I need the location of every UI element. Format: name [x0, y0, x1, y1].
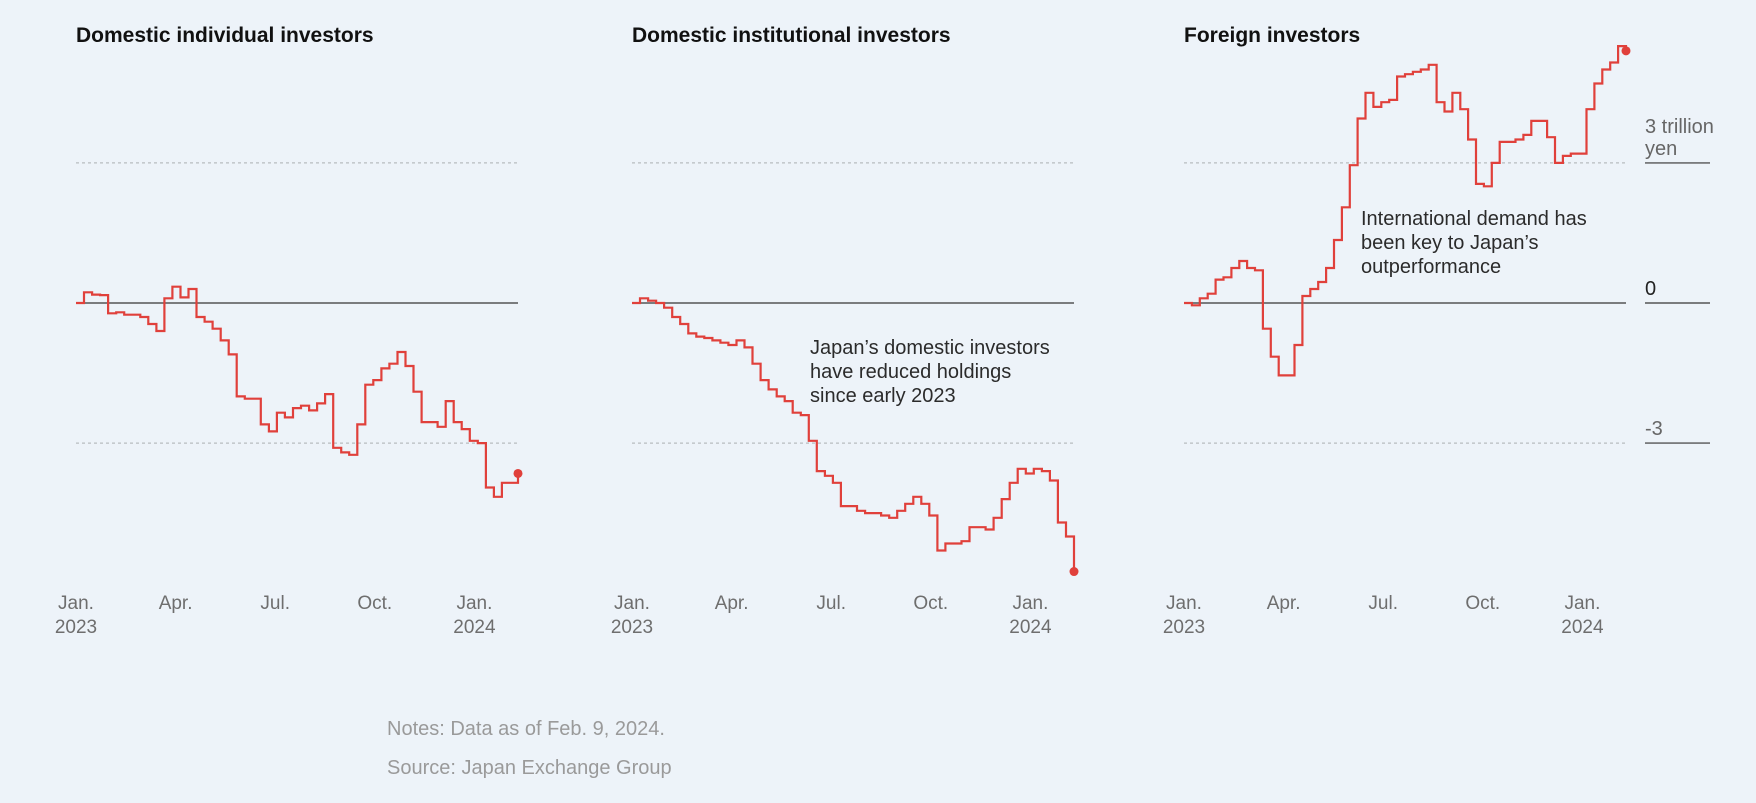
annotation-line-foreign: been key to Japan’s — [1361, 232, 1539, 254]
x-tick-year-label: 2024 — [1561, 617, 1604, 638]
series-endpoint-foreign — [1621, 46, 1631, 56]
series-line-foreign — [1184, 45, 1628, 377]
y-axis-label: 3 trillion — [1645, 116, 1714, 138]
panel-title-foreign: Foreign investors — [1184, 24, 1360, 47]
x-tick-year-label: 2023 — [55, 617, 97, 638]
x-tick-year-label: 2024 — [453, 617, 496, 638]
x-tick-label: Oct. — [357, 593, 392, 614]
x-tick-label: Jul. — [260, 593, 290, 614]
panel-title-institutional: Domestic institutional investors — [632, 24, 951, 47]
x-tick-label: Jan. — [1564, 593, 1600, 614]
x-tick-label: Jan. — [1012, 593, 1048, 614]
x-tick-label: Jan. — [614, 593, 650, 614]
annotation-line-foreign: outperformance — [1361, 256, 1501, 278]
x-tick-label: Oct. — [1465, 593, 1500, 614]
panel-title-individual: Domestic individual investors — [76, 24, 374, 47]
x-tick-label: Jul. — [816, 593, 846, 614]
chart-notes: Notes: Data as of Feb. 9, 2024. — [387, 718, 665, 740]
x-tick-label: Apr. — [1267, 593, 1301, 614]
y-axis-label: -3 — [1645, 418, 1663, 440]
x-tick-label: Apr. — [715, 593, 749, 614]
series-line-institutional — [632, 297, 1076, 572]
chart-source: Source: Japan Exchange Group — [387, 757, 672, 779]
x-tick-year-label: 2024 — [1009, 617, 1052, 638]
x-tick-label: Jan. — [1166, 593, 1202, 614]
series-endpoint-institutional — [1069, 567, 1079, 577]
annotation-line-institutional: since early 2023 — [810, 385, 956, 407]
x-tick-label: Jan. — [58, 593, 94, 614]
y-axis-label: 0 — [1645, 278, 1656, 300]
x-tick-year-label: 2023 — [1163, 617, 1205, 638]
x-tick-year-label: 2023 — [611, 617, 653, 638]
series-line-individual — [76, 285, 520, 498]
annotation-line-institutional: have reduced holdings — [810, 361, 1011, 383]
series-endpoint-individual — [513, 468, 523, 478]
x-tick-label: Jan. — [456, 593, 492, 614]
x-tick-label: Oct. — [913, 593, 948, 614]
x-tick-label: Jul. — [1368, 593, 1398, 614]
y-axis-label: yen — [1645, 138, 1677, 160]
x-tick-label: Apr. — [159, 593, 193, 614]
annotation-line-foreign: International demand has — [1361, 208, 1587, 230]
annotation-line-institutional: Japan’s domestic investors — [810, 337, 1050, 359]
